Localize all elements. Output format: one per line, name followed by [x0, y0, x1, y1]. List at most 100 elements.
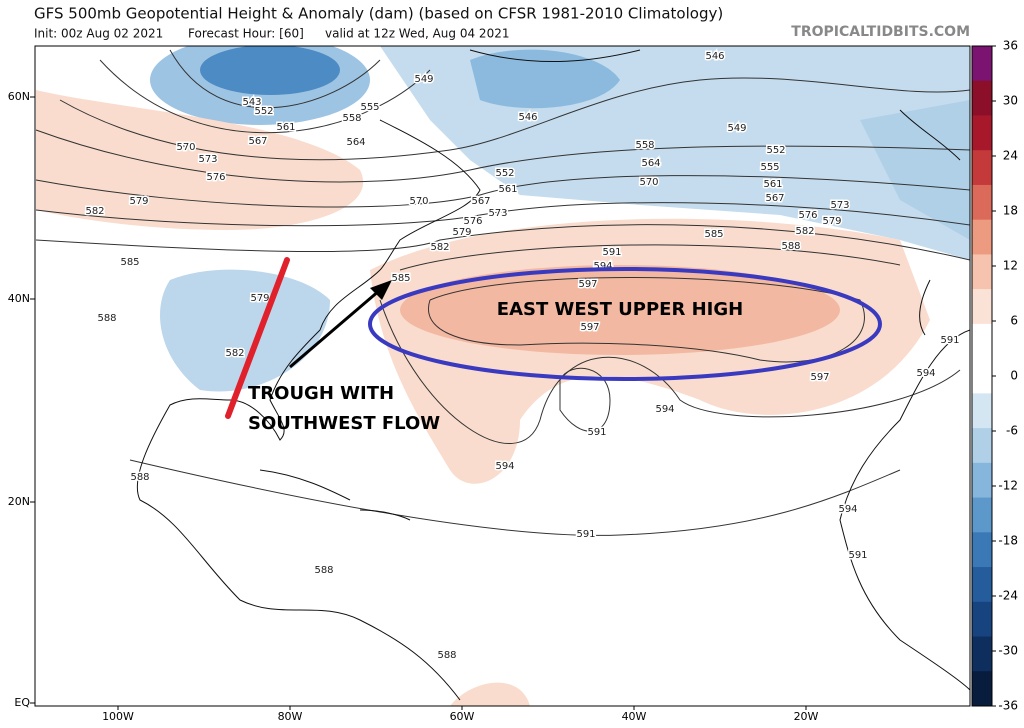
trough-annotation: TROUGH WITH [248, 383, 394, 404]
contour-label: 552 [766, 145, 785, 156]
contour-label: 573 [488, 208, 507, 219]
contour-label: 579 [250, 293, 269, 304]
contour-labels: 5465495465435525615555585645675705735765… [84, 50, 961, 663]
contour-label: 567 [248, 136, 267, 147]
contour-label: 585 [704, 229, 723, 240]
colorbar-tick-label: -36 [998, 699, 1018, 713]
colorbar-segment [972, 567, 992, 603]
contour-label: 546 [705, 51, 724, 62]
colorbar-segment [972, 46, 992, 82]
contour-label: 570 [176, 142, 195, 153]
colorbar-tick-label: 6 [1010, 314, 1018, 328]
colorbar-tick-label: 36 [1003, 39, 1018, 53]
forecast-hour: Forecast Hour: [60] [188, 27, 304, 41]
contour-label: 591 [602, 247, 621, 258]
contour-label: 564 [346, 137, 365, 148]
lat-label: 20N [8, 495, 30, 508]
lon-label: 60W [450, 710, 475, 723]
contour-label: 588 [130, 472, 149, 483]
coastlines [136, 49, 970, 701]
colorbar-tick-label: 24 [1003, 149, 1018, 163]
contour-label: 561 [763, 179, 782, 190]
lat-label: 60N [8, 90, 30, 103]
high-ellipse [368, 267, 882, 381]
colorbar-segment [972, 358, 992, 394]
flow-arrowhead [370, 280, 392, 300]
contour-label: 591 [576, 529, 595, 540]
lon-label: 100W [102, 710, 134, 723]
contour-label: 594 [655, 404, 674, 415]
colorbar-segment [972, 80, 992, 116]
trough-annotation: SOUTHWEST FLOW [248, 413, 440, 434]
contour-label: 576 [206, 172, 225, 183]
colorbar-tick-label: 0 [1010, 369, 1018, 383]
colorbar-segment [972, 428, 992, 464]
colorbar-tick-label: -30 [998, 644, 1018, 658]
title: GFS 500mb Geopotential Height & Anomaly … [34, 5, 723, 23]
contour-label: 591 [848, 550, 867, 561]
contour-label: 555 [760, 162, 779, 173]
contour-label: 573 [830, 200, 849, 211]
contour-label: 582 [795, 226, 814, 237]
colorbar-segment [972, 497, 992, 533]
contour-label: 597 [810, 372, 829, 383]
contour-label: 588 [97, 313, 116, 324]
contour-label: 594 [838, 504, 857, 515]
contour-label: 582 [225, 348, 244, 359]
map-frame [34, 45, 971, 707]
colorbar-segment [972, 323, 992, 360]
contour-label: 594 [916, 368, 935, 379]
colorbar-segment [972, 532, 992, 568]
colorbar-segment [972, 184, 992, 221]
site: TROPICALTIDBITS.COM [791, 24, 970, 40]
colorbar-segment [972, 601, 992, 638]
colorbar-segment [972, 115, 992, 151]
contour-label: 591 [587, 427, 606, 438]
trough-axis [225, 257, 290, 419]
init: Init: 00z Aug 02 2021 [34, 27, 163, 41]
contour-label: 546 [518, 112, 537, 123]
colorbar-segment [972, 393, 992, 429]
contour-label: 588 [314, 565, 333, 576]
map: 5465495465435525615555585645675705735765… [34, 45, 971, 707]
contour-label: 561 [276, 122, 295, 133]
high-annotation: EAST WEST UPPER HIGH [497, 299, 743, 320]
contour-label: 567 [765, 193, 784, 204]
colorbar-tick-label: 30 [1003, 94, 1018, 108]
colorbar-segment [972, 671, 992, 707]
contour-label: 597 [578, 279, 597, 290]
colorbar-segment [972, 289, 992, 325]
contours [35, 49, 970, 536]
colorbar-segment [972, 254, 992, 290]
colorbar: 36 30 24 18 12 6 0 -6 -12 -18 -24 -30 -36 [971, 39, 1018, 713]
contour-label: 588 [437, 650, 456, 661]
flow-arrow [289, 288, 381, 369]
contour-label: 591 [940, 335, 959, 346]
colorbar-tick-label: -24 [998, 589, 1018, 603]
colorbar-tick-label: 12 [1003, 259, 1018, 273]
contour-label: 594 [495, 461, 514, 472]
colorbar-segment [972, 462, 992, 499]
contour-label: 576 [463, 216, 482, 227]
contour-label: 579 [452, 227, 471, 238]
contour-label: 558 [342, 113, 361, 124]
contour-label: 573 [198, 154, 217, 165]
anomaly-shading [36, 46, 970, 706]
contour-label: 552 [254, 106, 273, 117]
contour-label: 576 [798, 210, 817, 221]
lon-label: 40W [622, 710, 647, 723]
contour-label: 582 [85, 206, 104, 217]
lat-label: EQ [14, 696, 30, 709]
lon-label: 20W [794, 710, 819, 723]
contour-label: 582 [430, 242, 449, 253]
lon-label: 80W [278, 710, 303, 723]
contour-label: 585 [120, 257, 139, 268]
colorbar-tick-label: 18 [1003, 204, 1018, 218]
contour-label: 564 [641, 158, 660, 169]
contour-label: 597 [580, 322, 599, 333]
contour-label: 567 [471, 196, 490, 207]
contour-label: 561 [498, 184, 517, 195]
contour-label: 570 [409, 196, 428, 207]
contour-label: 555 [360, 102, 379, 113]
